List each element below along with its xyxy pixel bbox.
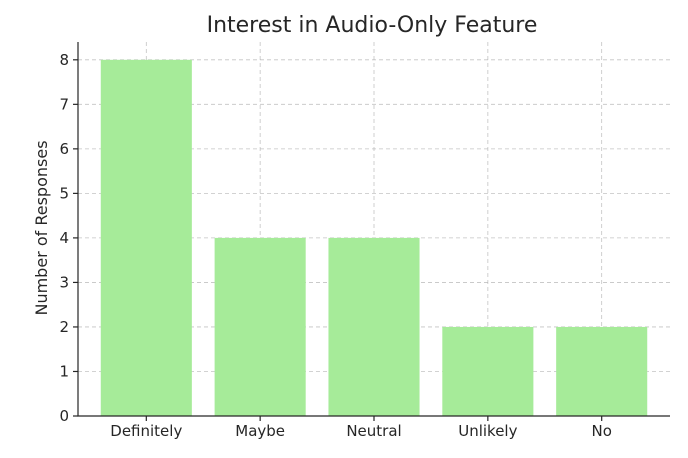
x-tick-label: Definitely <box>110 422 182 440</box>
bars <box>100 59 648 417</box>
axes: 0 1 2 3 4 5 6 7 8 Definitely Maybe Neutral Unlikely N… <box>59 42 670 440</box>
axis-spines <box>77 42 670 417</box>
y-tick-label: 3 <box>59 273 69 291</box>
y-tick-label: 6 <box>59 140 69 158</box>
x-tick-label: Neutral <box>346 422 401 440</box>
y-axis-label: Number of Responses <box>32 140 51 315</box>
chart-title: Interest in Audio-Only Feature <box>207 13 538 38</box>
bar-no <box>556 326 648 416</box>
bar-unlikely <box>442 326 534 416</box>
y-tick-label: 8 <box>59 51 69 69</box>
y-tick-label: 2 <box>59 318 69 336</box>
x-tick-label: No <box>591 422 611 440</box>
x-tick-label: Unlikely <box>458 422 517 440</box>
bar-maybe <box>214 237 306 416</box>
y-tick-label: 0 <box>59 407 69 425</box>
y-tick-label: 7 <box>59 95 69 113</box>
x-tick-label: Maybe <box>235 422 285 440</box>
bar-definitely <box>100 59 192 417</box>
y-tick-label: 1 <box>59 362 69 380</box>
y-tick-label: 4 <box>59 229 69 247</box>
y-tick-label: 5 <box>59 184 69 202</box>
bar-neutral <box>328 237 420 416</box>
